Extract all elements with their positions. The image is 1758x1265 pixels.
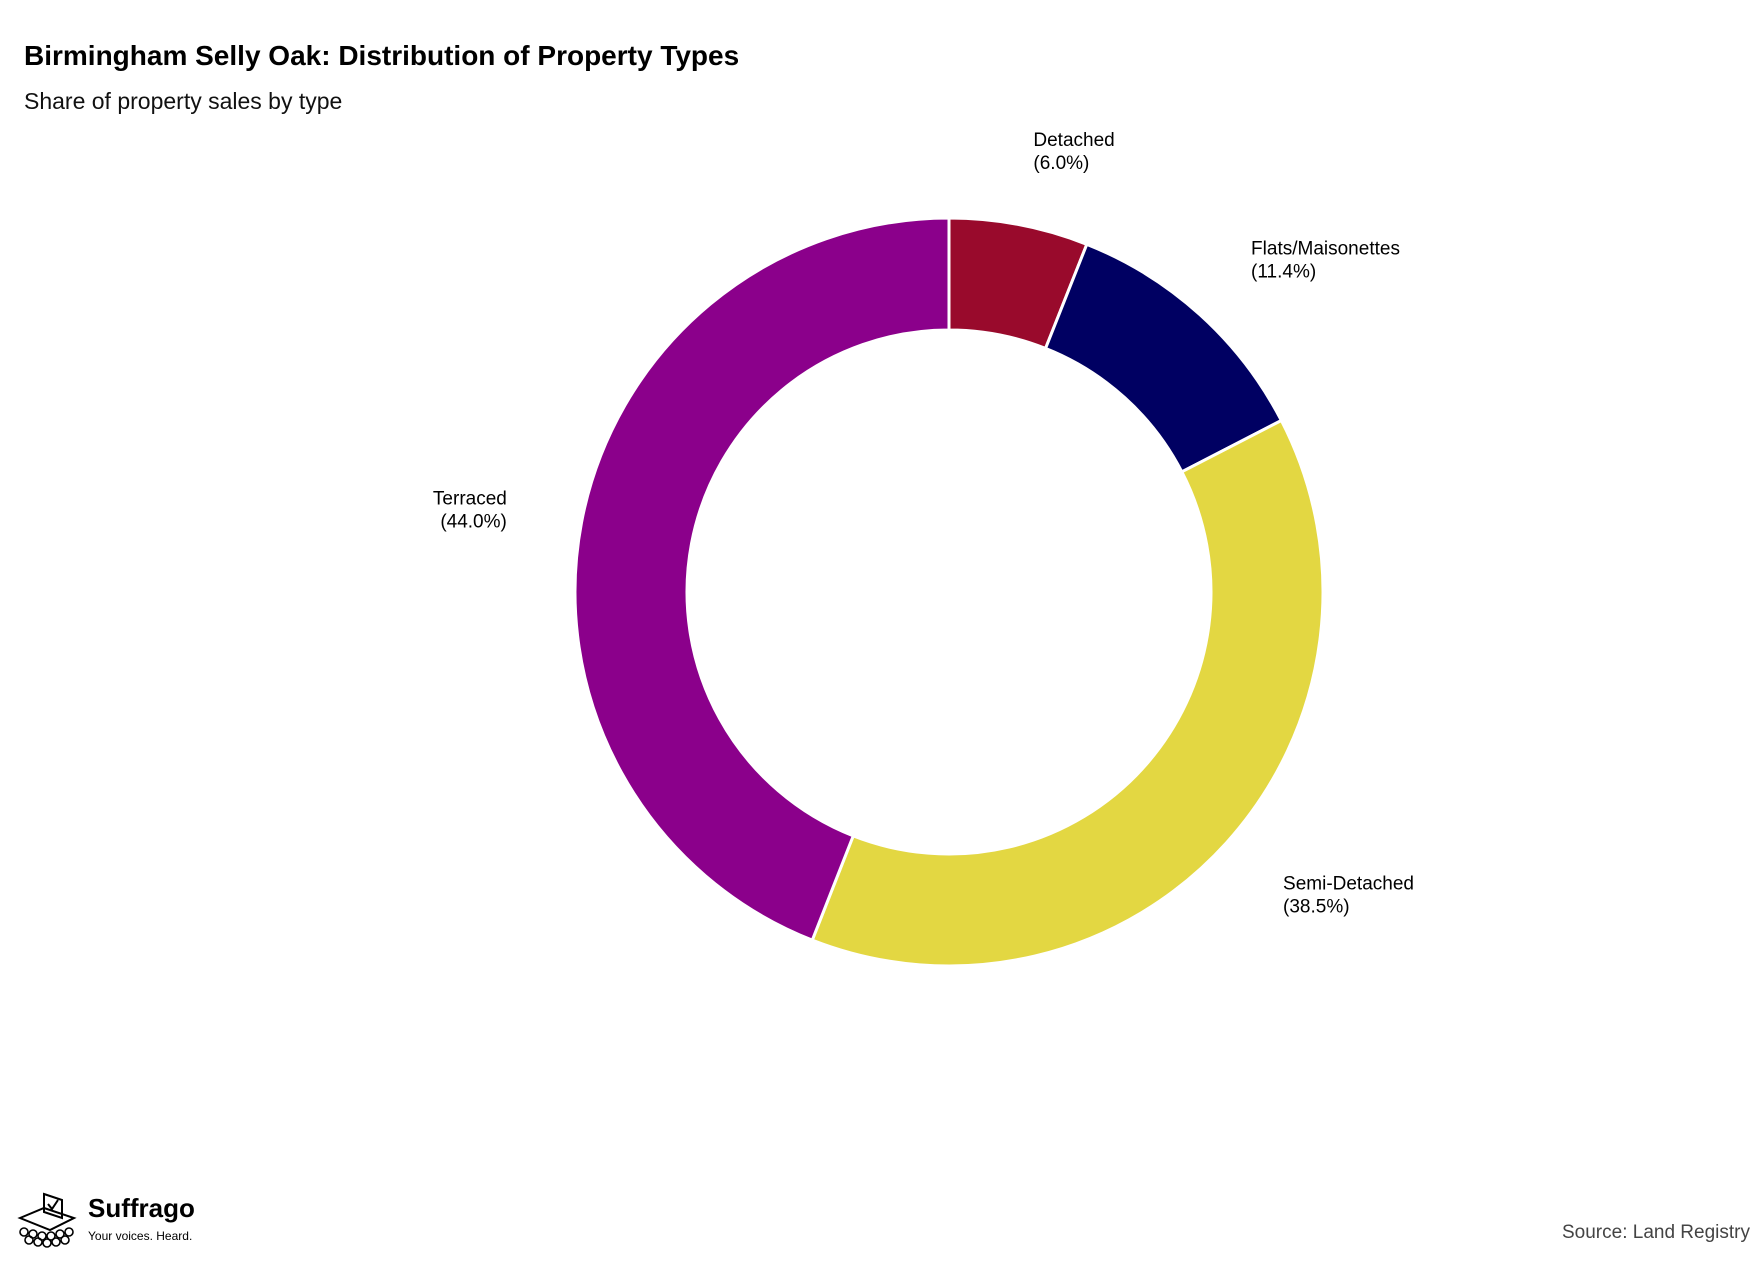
chart-title: Birmingham Selly Oak: Distribution of Pr… — [24, 40, 740, 71]
ballot-box-icon — [17, 1192, 77, 1248]
slice-category-text: Semi-Detached — [1283, 874, 1414, 895]
slice-category-text: Detached — [1033, 130, 1114, 151]
brand-tagline: Your voices. Heard. — [88, 1229, 193, 1243]
slice-label-semi-detached: Semi-Detached (38.5%) — [1283, 874, 1414, 918]
slice-percent-text: (6.0%) — [1033, 153, 1089, 174]
slice-label-terraced: Terraced (44.0%) — [433, 488, 507, 532]
donut-slices — [573, 216, 1325, 968]
slice-labels: Detached (6.0%) Flats/Maisonettes (11.4%) Se… — [433, 130, 1414, 918]
brand-name: Suffrago — [88, 1193, 195, 1223]
slice-terraced — [573, 216, 951, 943]
slice-semi-detached — [810, 418, 1325, 968]
slice-category-text: Terraced — [433, 488, 507, 509]
slice-percent-text: (11.4%) — [1251, 261, 1316, 282]
chart-subtitle: Share of property sales by type — [24, 88, 343, 114]
slice-percent-text: (44.0%) — [440, 511, 507, 532]
slice-label-detached: Detached (6.0%) — [1033, 130, 1114, 174]
slice-category-text: Flats/Maisonettes — [1251, 238, 1400, 259]
source-note: Source: Land Registry — [1562, 1222, 1750, 1243]
slice-label-flats-maisonettes: Flats/Maisonettes (11.4%) — [1251, 238, 1400, 282]
slice-percent-text: (38.5%) — [1283, 897, 1350, 918]
